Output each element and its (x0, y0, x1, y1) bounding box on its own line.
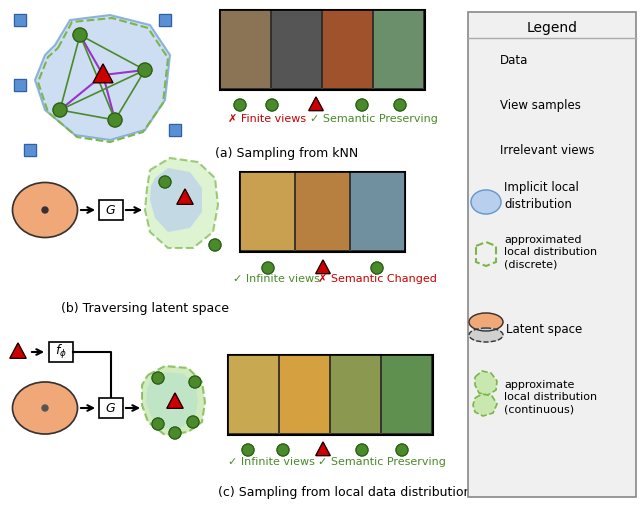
Circle shape (42, 405, 48, 411)
Text: Legend: Legend (527, 21, 577, 35)
Circle shape (371, 262, 383, 274)
Polygon shape (146, 372, 198, 429)
Bar (480, 144, 492, 156)
Circle shape (266, 99, 278, 111)
Polygon shape (475, 371, 497, 395)
Circle shape (152, 418, 164, 430)
Text: ✓ Infinite views: ✓ Infinite views (233, 274, 320, 284)
FancyBboxPatch shape (240, 172, 405, 252)
Text: ✗ Finite views: ✗ Finite views (228, 114, 306, 124)
Polygon shape (10, 343, 26, 358)
Bar (169, 124, 181, 136)
Bar (14, 14, 26, 26)
Bar (14, 79, 26, 91)
Bar (169, 124, 181, 136)
Text: approximated
local distribution
(discrete): approximated local distribution (discret… (504, 235, 597, 269)
FancyBboxPatch shape (330, 355, 380, 433)
Text: ✗ Semantic Changed: ✗ Semantic Changed (318, 274, 437, 284)
Circle shape (53, 103, 67, 117)
Bar (159, 14, 171, 26)
Text: $G$: $G$ (106, 203, 116, 216)
Circle shape (169, 427, 181, 439)
Bar (14, 14, 26, 26)
FancyBboxPatch shape (468, 12, 636, 497)
Text: Irrelevant views: Irrelevant views (500, 144, 595, 157)
Text: approximate
local distribution
(continuous): approximate local distribution (continuo… (504, 380, 597, 414)
Polygon shape (167, 393, 183, 408)
Text: Latent space: Latent space (506, 322, 582, 335)
FancyBboxPatch shape (322, 10, 372, 88)
Circle shape (152, 372, 164, 384)
Ellipse shape (13, 183, 77, 238)
Polygon shape (150, 168, 202, 232)
Ellipse shape (469, 328, 503, 342)
Polygon shape (473, 394, 497, 416)
Bar (480, 144, 492, 156)
FancyBboxPatch shape (295, 172, 349, 250)
Text: Implicit local
distribution: Implicit local distribution (504, 181, 579, 211)
Circle shape (73, 28, 87, 42)
Circle shape (234, 99, 246, 111)
FancyBboxPatch shape (373, 10, 423, 88)
Circle shape (209, 239, 221, 251)
Circle shape (356, 99, 368, 111)
Polygon shape (145, 158, 218, 248)
FancyBboxPatch shape (279, 355, 329, 433)
Ellipse shape (469, 313, 503, 331)
Text: ✓ Semantic Preserving: ✓ Semantic Preserving (310, 114, 438, 124)
Ellipse shape (471, 190, 501, 214)
Circle shape (187, 416, 199, 428)
FancyBboxPatch shape (350, 172, 404, 250)
FancyBboxPatch shape (99, 200, 123, 220)
Circle shape (159, 176, 171, 188)
Polygon shape (177, 189, 193, 204)
FancyBboxPatch shape (220, 10, 270, 88)
Text: ✓ Infinite views: ✓ Infinite views (228, 457, 315, 467)
Polygon shape (316, 442, 330, 456)
Text: (b) Traversing latent space: (b) Traversing latent space (61, 302, 229, 315)
Circle shape (396, 444, 408, 456)
Circle shape (242, 444, 254, 456)
Text: View samples: View samples (500, 98, 581, 111)
Bar (24, 144, 36, 156)
FancyBboxPatch shape (49, 342, 73, 362)
Ellipse shape (13, 382, 77, 434)
FancyBboxPatch shape (228, 355, 278, 433)
Text: Data: Data (500, 54, 529, 67)
Circle shape (262, 262, 274, 274)
FancyBboxPatch shape (220, 10, 425, 90)
Polygon shape (478, 51, 494, 67)
Circle shape (394, 99, 406, 111)
Circle shape (189, 376, 201, 388)
Circle shape (138, 63, 152, 77)
Text: ✓ Semantic Preserving: ✓ Semantic Preserving (318, 457, 446, 467)
Bar (24, 144, 36, 156)
FancyBboxPatch shape (228, 355, 433, 435)
Polygon shape (316, 260, 330, 274)
Polygon shape (35, 15, 170, 140)
Text: $f_\phi$: $f_\phi$ (55, 343, 67, 361)
FancyBboxPatch shape (99, 398, 123, 418)
Bar (14, 79, 26, 91)
Text: (a) Sampling from kNN: (a) Sampling from kNN (215, 147, 358, 160)
FancyBboxPatch shape (381, 355, 431, 433)
Polygon shape (93, 64, 113, 83)
FancyBboxPatch shape (240, 172, 294, 250)
Circle shape (356, 444, 368, 456)
Polygon shape (142, 366, 205, 435)
Bar (159, 14, 171, 26)
Polygon shape (309, 97, 323, 111)
Circle shape (479, 98, 493, 112)
Circle shape (42, 207, 48, 213)
FancyBboxPatch shape (271, 10, 321, 88)
Text: $G$: $G$ (106, 401, 116, 414)
Circle shape (277, 444, 289, 456)
Circle shape (108, 113, 122, 127)
Text: (c) Sampling from local data distribution: (c) Sampling from local data distributio… (218, 486, 472, 499)
